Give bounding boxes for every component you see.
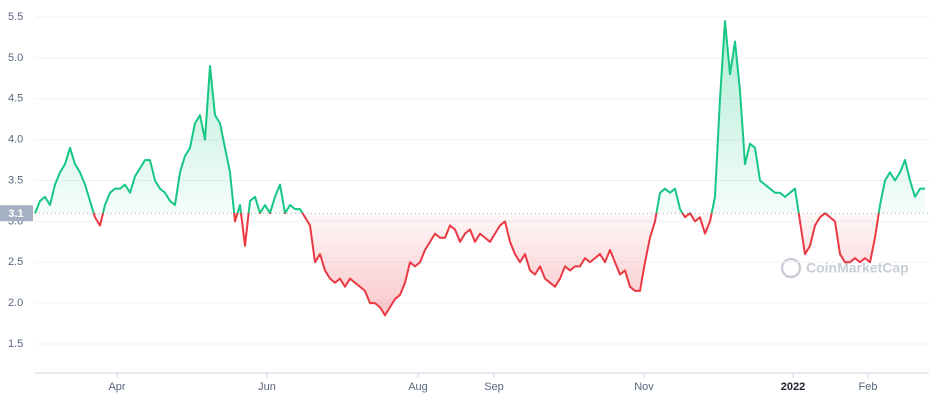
x-tick-label: Aug — [408, 381, 428, 393]
watermark: CoinMarketCap — [780, 257, 909, 279]
y-tick-label: 4.5 — [8, 93, 23, 105]
x-tick-label: 2022 — [781, 381, 805, 393]
x-tick-label: Jun — [258, 381, 276, 393]
x-tick-label: Apr — [108, 381, 125, 393]
y-tick-label: 2.5 — [8, 256, 23, 268]
y-tick-label: 3.5 — [8, 174, 23, 186]
y-tick-label: 5.5 — [8, 11, 23, 23]
baseline-label: 3.1 — [8, 208, 23, 220]
x-tick-label: Sep — [484, 381, 504, 393]
watermark-logo — [780, 257, 802, 279]
baseline-label-bg — [0, 205, 33, 222]
area-fill — [35, 21, 925, 316]
y-tick-label: 5.0 — [8, 52, 23, 64]
x-tick-label: Feb — [859, 381, 878, 393]
y-tick-label: 2.0 — [8, 297, 23, 309]
y-tick-label: 1.5 — [8, 338, 23, 350]
watermark-text: CoinMarketCap — [806, 260, 909, 276]
y-tick-label: 4.0 — [8, 134, 23, 146]
price-line — [34, 20, 925, 317]
x-tick-label: Nov — [634, 381, 654, 393]
